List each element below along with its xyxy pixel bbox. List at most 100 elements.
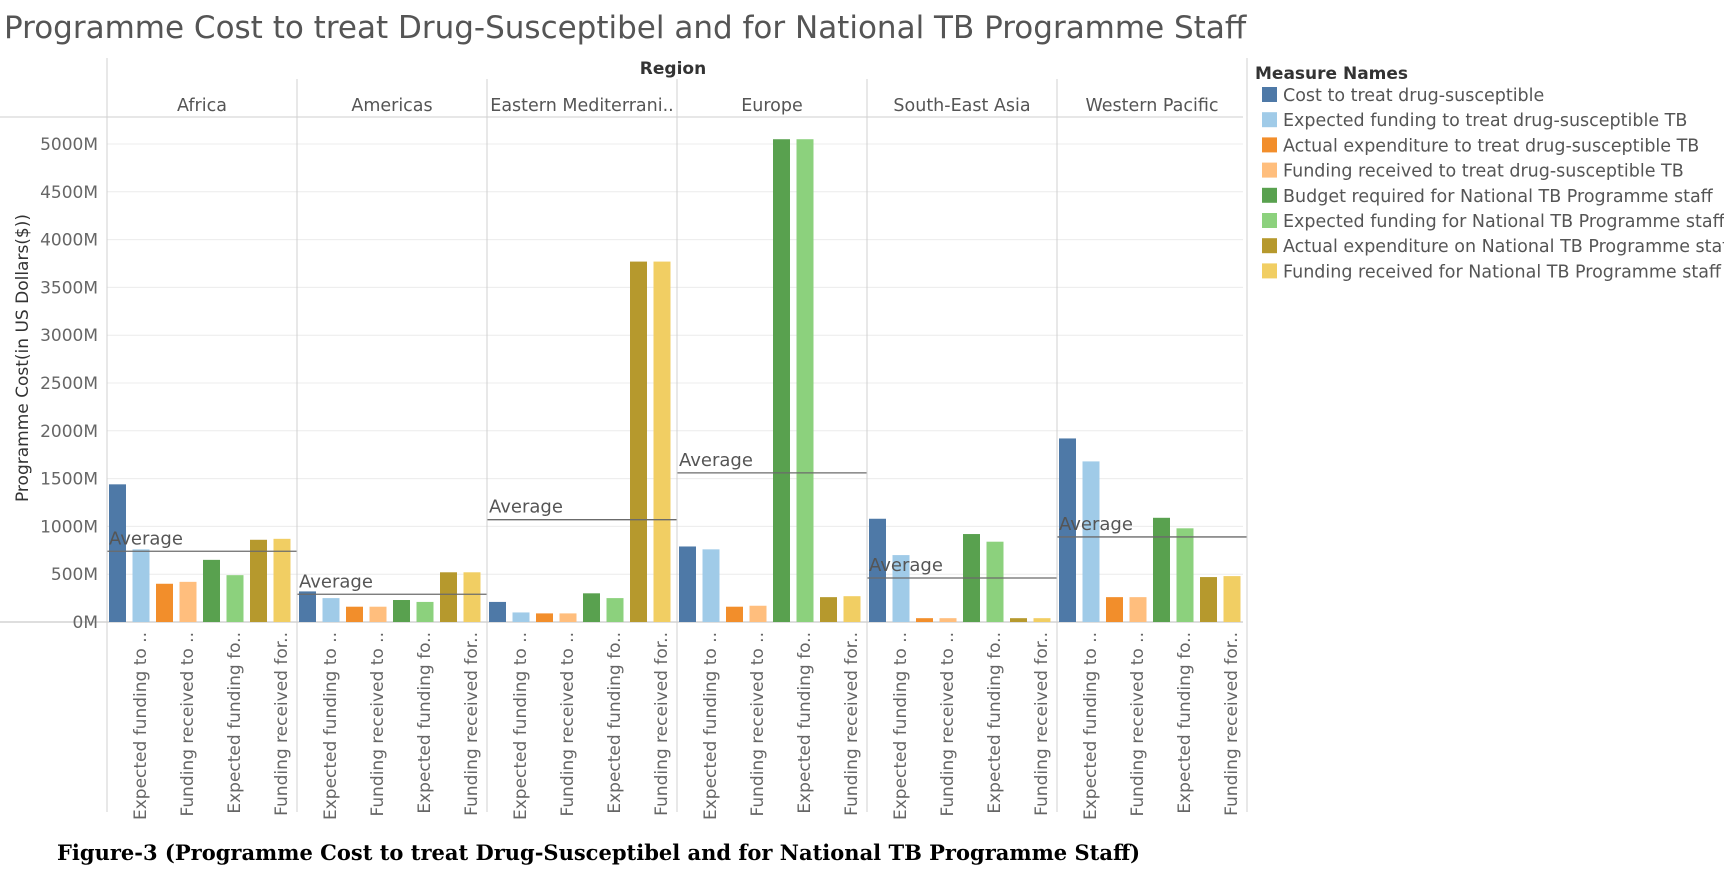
y-tick-label: 4500M bbox=[40, 183, 98, 203]
x-axis-label: Funding received to .. bbox=[748, 632, 768, 816]
bar bbox=[226, 575, 244, 622]
x-axis-label: Funding received to .. bbox=[1128, 632, 1148, 816]
x-axis-label: Expected funding fo.. bbox=[225, 632, 245, 814]
y-tick-label: 4000M bbox=[40, 231, 98, 251]
bar bbox=[630, 261, 647, 622]
bar bbox=[109, 484, 126, 622]
bar bbox=[299, 591, 316, 622]
legend-entry: Funding received for National TB Program… bbox=[1283, 262, 1722, 282]
legend-entry: Cost to treat drug-susceptible bbox=[1283, 86, 1544, 106]
bars bbox=[109, 139, 1241, 622]
bar bbox=[156, 583, 173, 622]
x-axis-label: Funding received to .. bbox=[178, 632, 198, 816]
region-label: Europe bbox=[741, 96, 803, 116]
bar bbox=[536, 613, 553, 622]
figure-caption: Figure-3 (Programme Cost to treat Drug-S… bbox=[57, 840, 1140, 865]
x-axis-label: Expected funding to .. bbox=[891, 632, 911, 820]
region-label: Africa bbox=[177, 96, 227, 116]
bar bbox=[916, 618, 933, 622]
bar bbox=[1082, 461, 1100, 622]
y-tick-label: 500M bbox=[51, 565, 98, 585]
bar bbox=[463, 572, 481, 622]
pane-dividers bbox=[106, 58, 1248, 812]
bar bbox=[726, 606, 743, 622]
y-tick-label: 2500M bbox=[40, 374, 98, 394]
x-axis-label: Expected funding fo.. bbox=[1175, 632, 1195, 814]
x-axis-label: Expected funding fo.. bbox=[985, 632, 1005, 814]
bar bbox=[843, 596, 861, 622]
legend-title: Measure Names bbox=[1255, 64, 1408, 84]
average-label: Average bbox=[679, 450, 753, 471]
y-tick-label: 1000M bbox=[40, 517, 98, 537]
bar bbox=[273, 538, 291, 622]
bar bbox=[679, 546, 696, 622]
legend: Measure Names Cost to treat drug-suscept… bbox=[1255, 64, 1724, 282]
bar bbox=[1129, 597, 1147, 622]
legend-entry: Expected funding to treat drug-susceptib… bbox=[1283, 111, 1687, 131]
x-axis-label: Expected funding fo.. bbox=[415, 632, 435, 814]
x-axis-label: Expected funding to .. bbox=[701, 632, 721, 820]
column-header: Region bbox=[640, 59, 706, 79]
bar bbox=[820, 597, 837, 622]
bar bbox=[1033, 618, 1051, 622]
y-axis-label: Programme Cost(in US Dollars($)) bbox=[13, 214, 33, 502]
legend-swatch bbox=[1262, 263, 1277, 279]
x-axis-label: Funding received for.. bbox=[842, 632, 862, 816]
bar bbox=[702, 549, 720, 622]
legend-entry: Funding received to treat drug-susceptib… bbox=[1283, 162, 1684, 182]
bar bbox=[773, 139, 790, 622]
y-axis-ticks: 5000M 4500M 4000M 3500M 3000M 2500M 2000M 1500M… bbox=[40, 135, 98, 633]
bar bbox=[512, 612, 530, 622]
bar bbox=[892, 555, 910, 622]
x-axis-label: Funding received to .. bbox=[558, 632, 578, 816]
bar bbox=[583, 593, 600, 622]
x-axis-label: Funding received for.. bbox=[1222, 632, 1242, 816]
x-axis-label: Expected funding to .. bbox=[321, 632, 341, 820]
average-label: Average bbox=[489, 497, 563, 518]
average-label: Average bbox=[869, 555, 943, 576]
x-axis-label: Expected funding fo.. bbox=[795, 632, 815, 814]
average-lines: Average Average Average Average Average Avera… bbox=[107, 450, 1247, 595]
y-tick-label: 3500M bbox=[40, 278, 98, 298]
x-axis-label: Funding received for.. bbox=[652, 632, 672, 816]
bar bbox=[489, 601, 506, 622]
bar bbox=[393, 600, 410, 622]
bar bbox=[1106, 597, 1123, 622]
bar bbox=[132, 549, 150, 622]
x-axis-labels: Expected funding to .. Funding received t… bbox=[131, 632, 1242, 820]
bar bbox=[322, 598, 340, 622]
legend-swatch bbox=[1262, 187, 1277, 203]
region-label: Western Pacific bbox=[1086, 96, 1219, 116]
bar bbox=[1200, 577, 1217, 622]
region-headers: Africa Americas Eastern Mediterrani.. Europ… bbox=[177, 96, 1218, 116]
bar bbox=[179, 581, 197, 622]
x-axis-label: Expected funding to .. bbox=[511, 632, 531, 820]
bar bbox=[1176, 528, 1194, 622]
average-label: Average bbox=[299, 571, 373, 592]
bar bbox=[416, 601, 434, 622]
bar bbox=[1223, 576, 1241, 622]
y-tick-label: 2000M bbox=[40, 422, 98, 442]
average-label: Average bbox=[109, 528, 183, 549]
bar bbox=[559, 613, 577, 622]
legend-entry: Actual expenditure on National TB Progra… bbox=[1283, 237, 1724, 257]
x-axis-label: Expected funding to .. bbox=[1081, 632, 1101, 820]
bar bbox=[606, 598, 624, 622]
x-axis-label: Funding received to .. bbox=[368, 632, 388, 816]
chart-title: Programme Cost to treat Drug-Susceptibel… bbox=[4, 10, 1247, 46]
legend-swatch bbox=[1262, 87, 1277, 102]
average-label: Average bbox=[1059, 514, 1133, 535]
y-tick-label: 0M bbox=[73, 613, 98, 633]
bar bbox=[796, 139, 814, 622]
bar bbox=[369, 606, 387, 622]
region-label: South-East Asia bbox=[893, 96, 1030, 116]
legend-swatch bbox=[1262, 137, 1277, 153]
bar bbox=[346, 606, 363, 622]
y-tick-label: 5000M bbox=[40, 135, 98, 155]
legend-swatch bbox=[1262, 213, 1277, 228]
legend-entry: Actual expenditure to treat drug-suscept… bbox=[1283, 136, 1699, 156]
bar bbox=[939, 618, 957, 622]
bar bbox=[250, 539, 267, 622]
x-axis-label: Expected funding fo.. bbox=[605, 632, 625, 814]
